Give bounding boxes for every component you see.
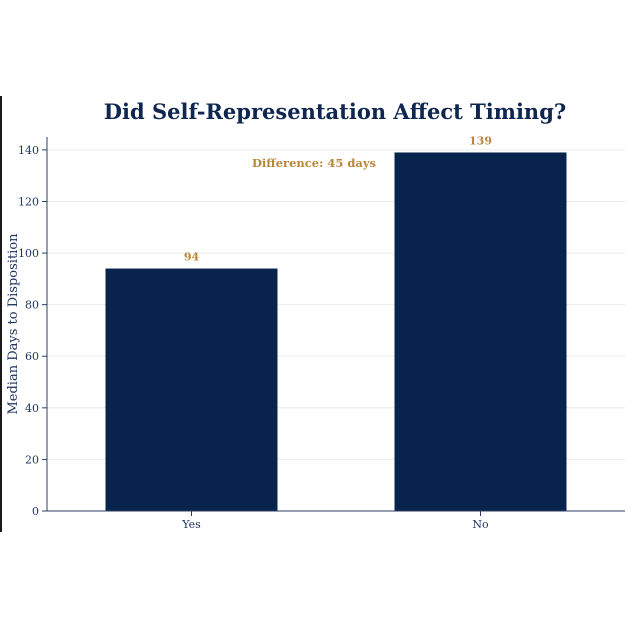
y-axis-label: Median Days to Disposition: [6, 233, 21, 415]
y-tick-label: 80: [25, 299, 39, 312]
y-tick-label: 20: [25, 453, 39, 466]
y-tick-label: 40: [25, 402, 39, 415]
axes: [42, 137, 625, 516]
y-tick-label: 100: [18, 247, 39, 260]
y-tick-label: 60: [25, 350, 39, 363]
left-frame-rule: [0, 96, 2, 532]
chart-title: Did Self-Representation Affect Timing?: [104, 99, 566, 124]
x-tick-label-yes: Yes: [181, 518, 201, 531]
data-label-yes: 94: [184, 251, 200, 264]
y-tick-label: 140: [18, 144, 39, 157]
data-label-no: 139: [469, 134, 492, 147]
bar-no: [394, 152, 567, 511]
x-tick-label-no: No: [472, 518, 489, 531]
labels: 0 20 40 60 80 100 120 140 94 Yes 139 No: [18, 134, 492, 531]
y-tick-label: 120: [18, 195, 39, 208]
bar-yes: [105, 268, 278, 511]
bars: [105, 152, 567, 511]
y-tick-label: 0: [32, 505, 39, 518]
difference-annotation: Difference: 45 days: [252, 156, 376, 170]
